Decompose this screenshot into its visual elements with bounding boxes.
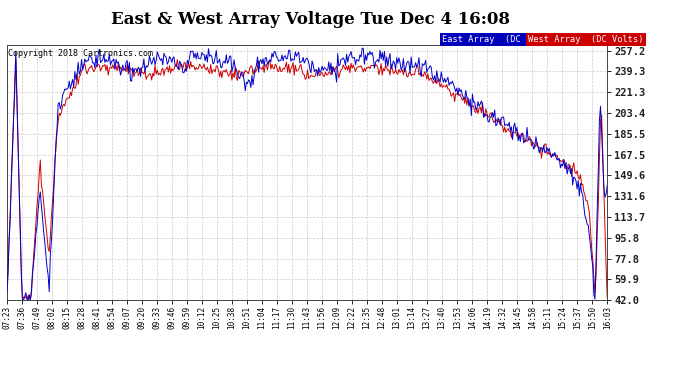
Text: Copyright 2018 Cartronics.com: Copyright 2018 Cartronics.com — [8, 49, 153, 58]
Text: West Array  (DC Volts): West Array (DC Volts) — [528, 35, 644, 44]
Text: East & West Array Voltage Tue Dec 4 16:08: East & West Array Voltage Tue Dec 4 16:0… — [111, 11, 510, 28]
Text: East Array  (DC Volts): East Array (DC Volts) — [442, 35, 558, 44]
